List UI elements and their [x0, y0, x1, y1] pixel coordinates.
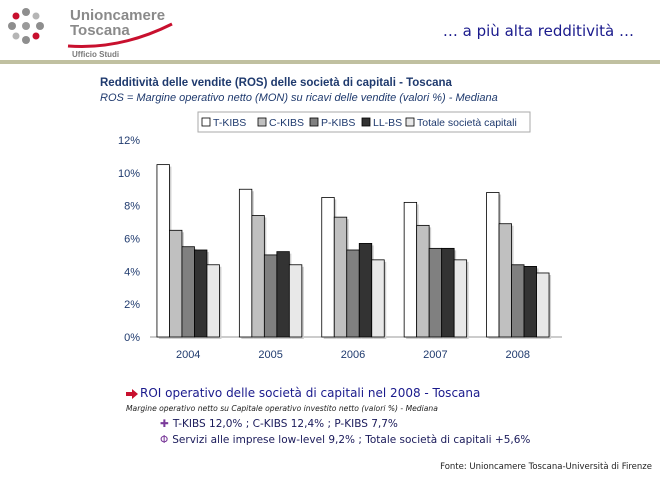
- x-tick-label: 2008: [506, 349, 530, 361]
- bar: [371, 259, 385, 338]
- bar: [511, 264, 525, 338]
- bar: [403, 201, 418, 338]
- y-tick-label: 4%: [124, 266, 140, 278]
- bar: [453, 259, 468, 338]
- bar: [536, 272, 550, 338]
- y-tick-label: 2%: [124, 299, 140, 311]
- bar: [276, 251, 290, 338]
- bar: [358, 243, 373, 338]
- x-tick-label: 2005: [258, 349, 282, 361]
- y-tick-label: 10%: [118, 168, 140, 180]
- roi-subtitle: Margine operativo netto su Capitale oper…: [126, 404, 438, 413]
- x-tick-label: 2004: [176, 349, 200, 361]
- header: Unioncamere Toscana Ufficio Studi … a pi…: [0, 0, 660, 62]
- legend-swatch: [309, 117, 319, 127]
- bar: [498, 223, 512, 338]
- slide-title: … a più alta redditività …: [442, 22, 634, 40]
- roi-bullet-2: Φ Servizi alle imprese low-level 9,2% ; T…: [160, 434, 531, 446]
- legend-swatch: [257, 117, 267, 127]
- legend-swatch: [361, 117, 371, 127]
- bar: [416, 224, 430, 338]
- y-tick-label: 6%: [124, 234, 140, 246]
- legend-swatch: [405, 117, 415, 127]
- header-divider: [0, 60, 660, 64]
- source-note: Fonte: Unioncamere Toscana-Università di…: [440, 462, 652, 472]
- bar: [486, 192, 500, 338]
- bar: [206, 264, 220, 338]
- logo-text: Unioncamere Toscana: [70, 7, 166, 39]
- ros-bar-chart: 0% 2% 4% 6% 8% 10% 12% 2004 2005 2006 2007 2008 T-KI…: [118, 111, 562, 361]
- unioncamere-logo-icon: [8, 8, 44, 44]
- bar: [321, 197, 335, 338]
- bar: [238, 188, 253, 338]
- bar: [523, 266, 537, 338]
- bar: [169, 229, 183, 338]
- bar: [194, 249, 208, 338]
- bar: [346, 249, 360, 338]
- roi-bullet-1: ✚ T-KIBS 12,0% ; C-KIBS 12,4% ; P-KIBS 7,…: [160, 418, 398, 430]
- bar: [333, 216, 348, 338]
- legend-label: Totale società capitali: [417, 117, 517, 129]
- phi-bullet-icon: Φ: [160, 434, 169, 446]
- legend-label: LL-BS: [373, 117, 402, 129]
- bar: [263, 254, 278, 338]
- arrow-right-icon: [126, 389, 138, 399]
- bar: [428, 247, 443, 338]
- bar: [156, 164, 170, 338]
- y-tick-label: 8%: [124, 201, 140, 213]
- bar: [288, 264, 303, 338]
- legend-label: T-KIBS: [213, 117, 246, 129]
- chart-title: Redditività delle vendite (ROS) delle so…: [100, 77, 452, 89]
- legend-swatch: [201, 117, 211, 127]
- bar: [441, 247, 455, 338]
- x-tick-label: 2006: [341, 349, 365, 361]
- chart-subtitle: ROS = Margine operativo netto (MON) su r…: [100, 92, 498, 104]
- y-tick-label: 12%: [118, 135, 140, 147]
- logo-subtitle: Ufficio Studi: [72, 50, 120, 59]
- plus-icon: ✚: [160, 418, 169, 430]
- legend-label: P-KIBS: [321, 117, 355, 129]
- bar: [251, 215, 265, 338]
- bar: [181, 246, 195, 338]
- roi-title: ROI operativo delle società di capitali …: [140, 386, 481, 400]
- legend-label: C-KIBS: [269, 117, 304, 129]
- y-tick-label: 0%: [124, 332, 140, 344]
- logo-swoosh-icon: [67, 22, 173, 48]
- x-tick-label: 2007: [423, 349, 447, 361]
